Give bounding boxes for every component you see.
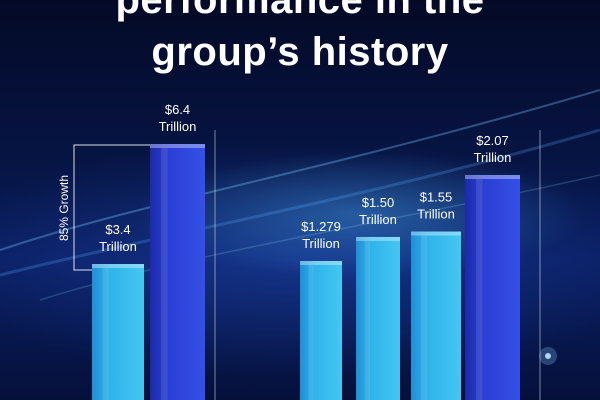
light-streak (0, 89, 600, 251)
value-unit-label: Trillion (359, 212, 397, 227)
value-label: $3.4 (105, 222, 130, 237)
bar-top-highlight (356, 236, 400, 241)
bar-top-highlight (411, 231, 461, 236)
bar-sheen (161, 148, 168, 400)
bar-sheen (102, 268, 109, 400)
value-label: $6.4 (165, 102, 190, 117)
bar (300, 260, 342, 400)
value-unit-label: Trillion (474, 150, 512, 165)
bar-sheen (476, 179, 483, 400)
value-label: $1.279 (301, 219, 341, 234)
bar-sheen (308, 264, 314, 400)
growth-bracket (73, 144, 150, 271)
value-label: $1.55 (420, 190, 453, 205)
bar (411, 231, 461, 400)
sparkle (545, 353, 551, 359)
value-unit-label: Trillion (417, 207, 455, 222)
bar-top-highlight (465, 175, 520, 179)
bar-sheen (421, 235, 427, 400)
bar (150, 144, 205, 400)
bar-top-highlight (92, 264, 144, 268)
bar-top-highlight (150, 144, 205, 148)
growth-annotation: 85% Growth (57, 175, 71, 241)
light-streak (0, 128, 600, 277)
headline-line-1: performance in the (115, 0, 485, 22)
value-unit-label: Trillion (99, 239, 137, 254)
bar (356, 236, 400, 400)
bar (465, 175, 520, 400)
headline-line-2: group’s history (151, 30, 449, 74)
bar-sheen (364, 240, 371, 400)
bar (92, 264, 144, 400)
sparkle-glow (539, 347, 557, 365)
value-unit-label: Trillion (159, 119, 197, 134)
value-label: $1.50 (362, 195, 395, 210)
bar-top-highlight (300, 260, 342, 265)
headline: performance in the group’s history (0, 0, 600, 78)
value-label: $2.07 (476, 133, 509, 148)
value-unit-label: Trillion (302, 236, 340, 251)
